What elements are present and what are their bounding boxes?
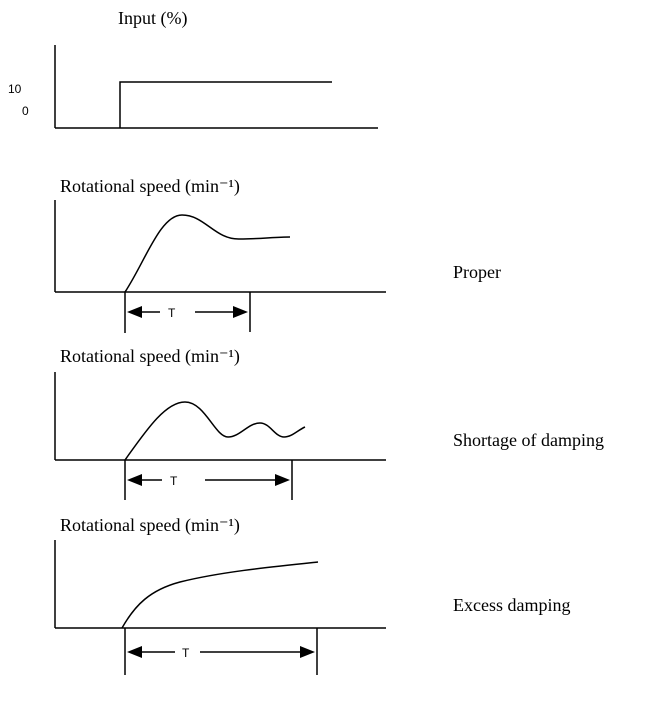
panel-title: Rotational speed (min⁻¹) bbox=[60, 515, 240, 536]
y-tick-label: 10 bbox=[8, 82, 22, 96]
panel-title: Input (%) bbox=[118, 8, 187, 29]
period-label: T bbox=[168, 306, 176, 320]
proper-panel: Rotational speed (min⁻¹) T Proper bbox=[54, 176, 501, 333]
arrowhead bbox=[233, 306, 248, 318]
arrowhead bbox=[275, 474, 290, 486]
panel-title: Rotational speed (min⁻¹) bbox=[60, 176, 240, 197]
arrowhead bbox=[127, 474, 142, 486]
input-panel: Input (%) 10 0 bbox=[8, 8, 378, 129]
period-label: T bbox=[170, 474, 178, 488]
panel-title: Rotational speed (min⁻¹) bbox=[60, 346, 240, 367]
arrowhead bbox=[127, 646, 142, 658]
case-label: Shortage of damping bbox=[453, 430, 604, 450]
response-curve bbox=[124, 401, 306, 461]
excess-panel: Rotational speed (min⁻¹) T Excess dampin… bbox=[54, 515, 570, 675]
response-curve bbox=[124, 214, 291, 293]
response-curve bbox=[121, 561, 319, 629]
shortage-panel: Rotational speed (min⁻¹) T Shortage of d… bbox=[54, 346, 604, 500]
step-curve bbox=[119, 81, 332, 128]
case-label: Proper bbox=[453, 262, 501, 282]
case-label: Excess damping bbox=[453, 595, 570, 615]
period-label: T bbox=[182, 646, 190, 660]
y-tick-label: 0 bbox=[22, 104, 29, 118]
arrowhead bbox=[127, 306, 142, 318]
arrowhead bbox=[300, 646, 315, 658]
